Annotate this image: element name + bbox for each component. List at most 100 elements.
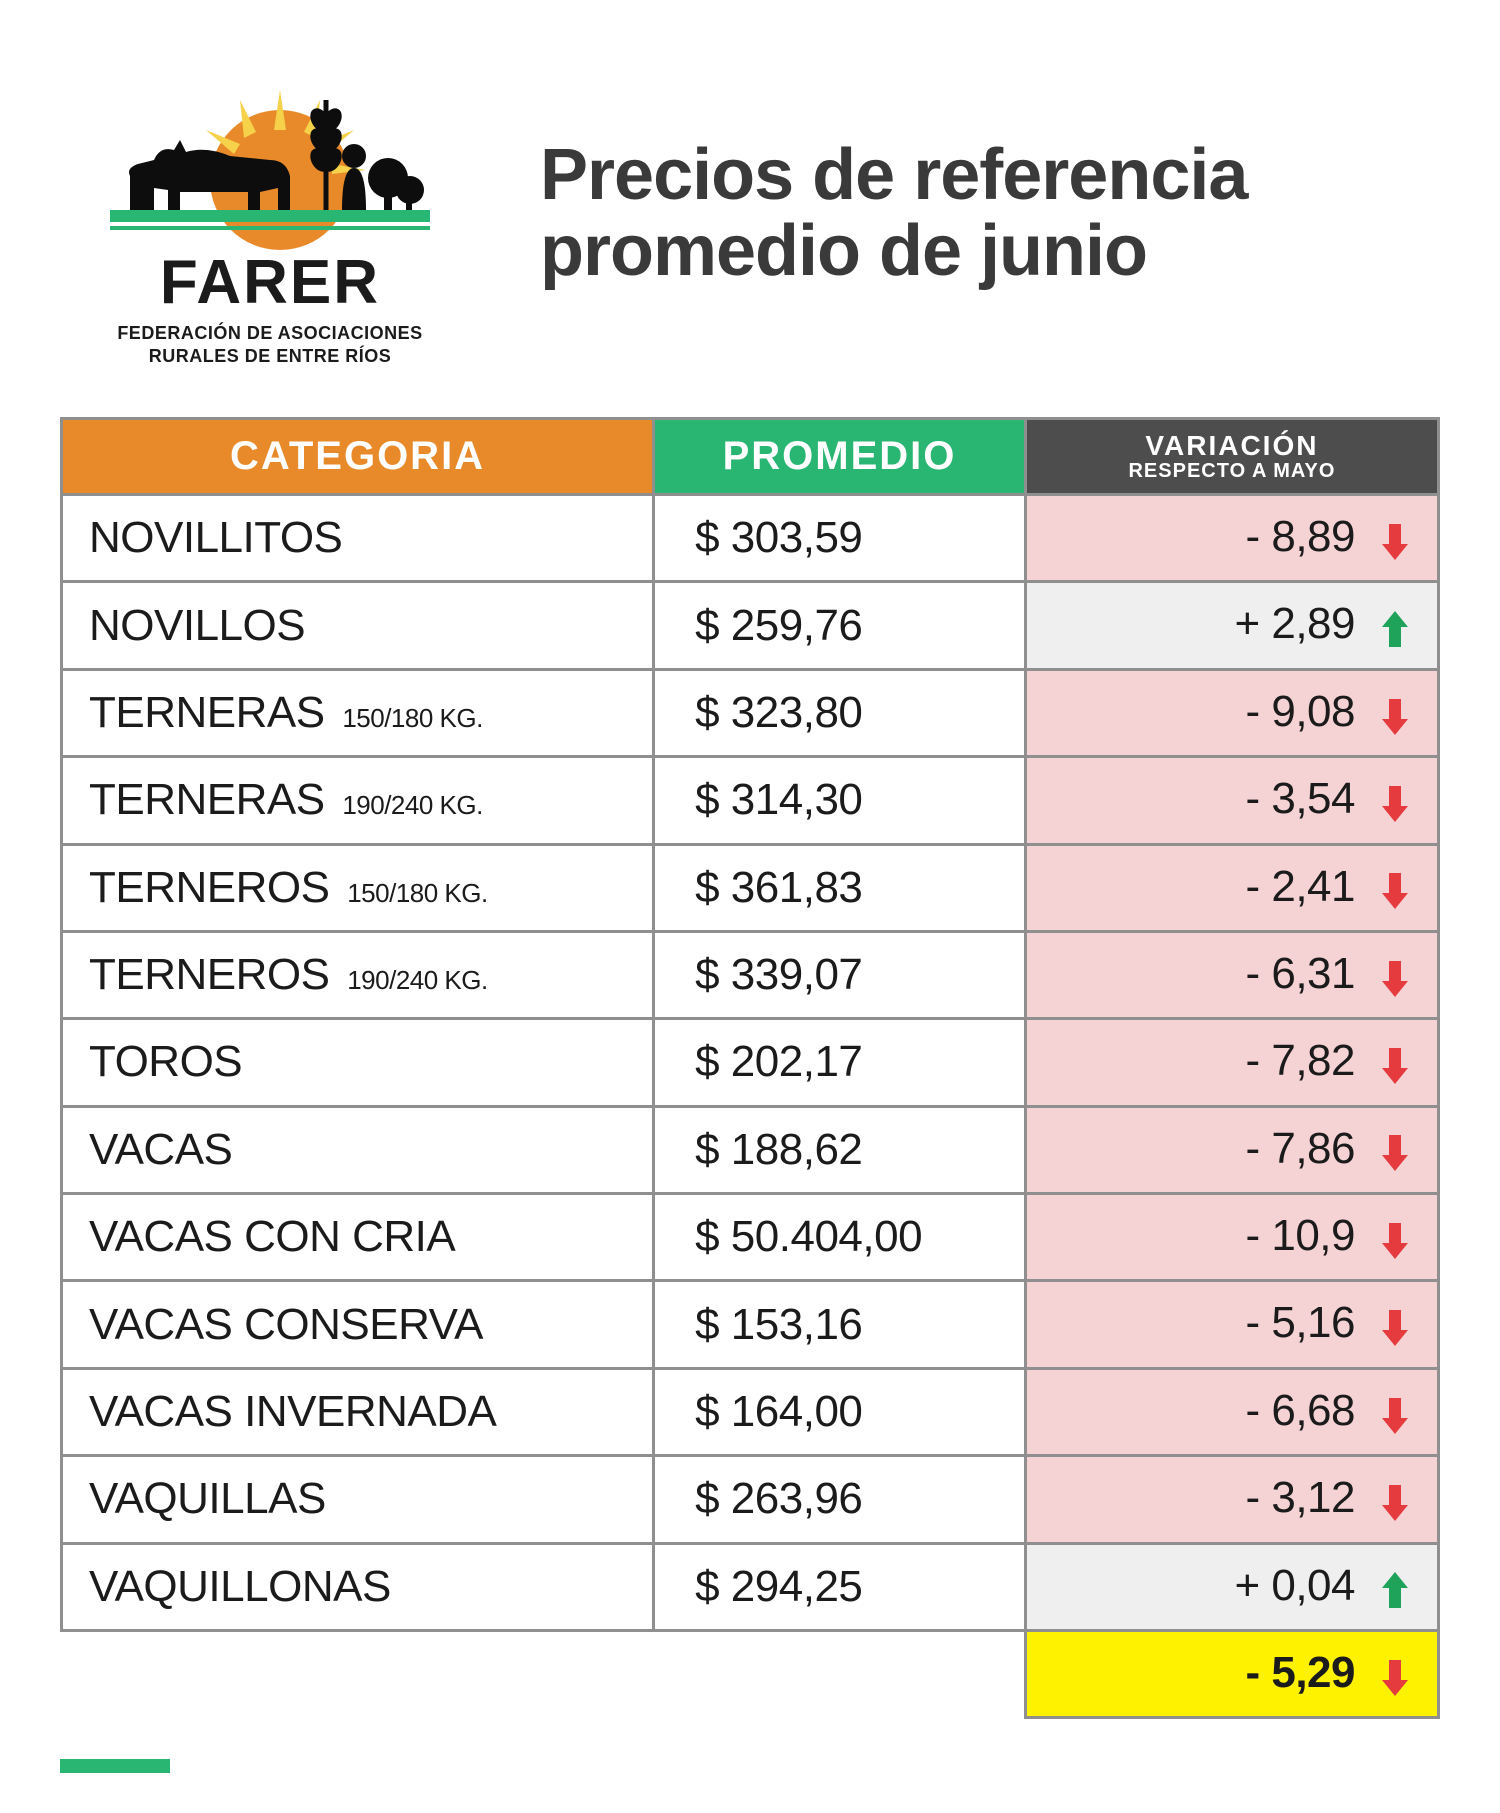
variacion-value: - 9,08 (1185, 687, 1355, 737)
brand-subtitle-2: RURALES DE ENTRE RÍOS (149, 346, 392, 366)
cell-categoria: NOVILLITOS (62, 495, 654, 582)
arrow-down-icon (1373, 1388, 1417, 1438)
title-line-2: promedio de junio (540, 214, 1440, 290)
cell-promedio: $ 339,07 (654, 931, 1026, 1018)
arrow-down-icon (1373, 1039, 1417, 1089)
categoria-label: TERNEROS (89, 950, 329, 999)
cell-variacion: - 9,08 (1025, 669, 1438, 756)
cell-promedio: $ 361,83 (654, 844, 1026, 931)
cell-categoria: VACAS INVERNADA (62, 1368, 654, 1455)
cell-promedio: $ 50.404,00 (654, 1194, 1026, 1281)
cell-variacion: - 6,68 (1025, 1368, 1438, 1455)
cell-categoria: VAQUILLAS (62, 1456, 654, 1543)
arrow-up-icon (1373, 1563, 1417, 1613)
table-row: VACAS CONSERVA $ 153,16 - 5,16 (62, 1281, 1439, 1368)
table-row: TERNEROS 150/180 KG.$ 361,83- 2,41 (62, 844, 1439, 931)
prices-table: CATEGORIA PROMEDIO VARIACIÓN RESPECTO A … (60, 417, 1440, 1719)
cell-promedio: $ 202,17 (654, 1019, 1026, 1106)
categoria-sub: 190/240 KG. (342, 790, 483, 820)
table-body: NOVILLITOS $ 303,59 - 8,89 NOVILLOS $ 259,76… (62, 495, 1439, 1718)
table-row: TOROS $ 202,17 - 7,82 (62, 1019, 1439, 1106)
header-promedio: PROMEDIO (654, 419, 1026, 495)
arrow-down-icon (1373, 777, 1417, 827)
variacion-value: + 0,04 (1185, 1561, 1355, 1611)
cell-categoria: VACAS CONSERVA (62, 1281, 654, 1368)
categoria-label: VAQUILLONAS (89, 1562, 391, 1611)
categoria-label: TOROS (89, 1037, 242, 1086)
table-total-row: - 5,29 (62, 1630, 1439, 1717)
cell-categoria: TERNEROS 190/240 KG. (62, 931, 654, 1018)
table-row: TERNERAS 190/240 KG.$ 314,30- 3,54 (62, 757, 1439, 844)
variacion-value: - 7,86 (1185, 1124, 1355, 1174)
arrow-down-icon (1373, 1213, 1417, 1263)
cell-categoria: TERNERAS 150/180 KG. (62, 669, 654, 756)
total-variacion-value: - 5,29 (1185, 1648, 1355, 1698)
categoria-sub: 190/240 KG. (347, 965, 488, 995)
variacion-value: - 8,89 (1185, 512, 1355, 562)
arrow-up-icon (1373, 602, 1417, 652)
cell-variacion: - 5,16 (1025, 1281, 1438, 1368)
cell-promedio: $ 263,96 (654, 1456, 1026, 1543)
arrow-down-icon (1373, 864, 1417, 914)
cell-promedio: $ 153,16 (654, 1281, 1026, 1368)
cell-variacion: - 3,54 (1025, 757, 1438, 844)
title-line-1: Precios de referencia (540, 138, 1440, 214)
variacion-value: - 3,54 (1185, 774, 1355, 824)
cell-promedio: $ 294,25 (654, 1543, 1026, 1630)
cell-variacion: - 2,41 (1025, 844, 1438, 931)
brand-subtitle-1: FEDERACIÓN DE ASOCIACIONES (117, 323, 422, 343)
categoria-label: VACAS CON CRIA (89, 1212, 455, 1261)
header-variacion: VARIACIÓN RESPECTO A MAYO (1025, 419, 1438, 495)
arrow-down-icon (1373, 1126, 1417, 1176)
variacion-value: - 10,9 (1185, 1211, 1355, 1261)
table-row: VAQUILLONAS $ 294,25 + 0,04 (62, 1543, 1439, 1630)
header-variacion-main: VARIACIÓN (1145, 430, 1318, 461)
cell-categoria: TERNEROS 150/180 KG. (62, 844, 654, 931)
variacion-value: - 5,16 (1185, 1298, 1355, 1348)
categoria-label: TERNERAS (89, 688, 325, 737)
footer-accent-bar (60, 1759, 170, 1773)
arrow-down-icon (1373, 1650, 1417, 1700)
cell-promedio: $ 164,00 (654, 1368, 1026, 1455)
categoria-label: NOVILLITOS (89, 513, 342, 562)
cell-promedio: $ 314,30 (654, 757, 1026, 844)
logo-block: FARER FEDERACIÓN DE ASOCIACIONES RURALES… (60, 60, 480, 367)
cell-categoria: TERNERAS 190/240 KG. (62, 757, 654, 844)
brand-subtitle: FEDERACIÓN DE ASOCIACIONES RURALES DE EN… (60, 322, 480, 367)
categoria-label: VACAS INVERNADA (89, 1387, 496, 1436)
arrow-down-icon (1373, 514, 1417, 564)
header: FARER FEDERACIÓN DE ASOCIACIONES RURALES… (60, 60, 1440, 367)
total-blank-2 (654, 1630, 1026, 1717)
cell-variacion: - 8,89 (1025, 495, 1438, 582)
arrow-down-icon (1373, 1476, 1417, 1526)
categoria-label: VACAS CONSERVA (89, 1300, 483, 1349)
table-row: TERNEROS 190/240 KG.$ 339,07- 6,31 (62, 931, 1439, 1018)
categoria-label: TERNERAS (89, 775, 325, 824)
table-row: VAQUILLAS$ 263,96- 3,12 (62, 1456, 1439, 1543)
table-row: NOVILLOS $ 259,76+ 2,89 (62, 582, 1439, 669)
cell-categoria: NOVILLOS (62, 582, 654, 669)
categoria-label: NOVILLOS (89, 601, 305, 650)
variacion-value: - 7,82 (1185, 1036, 1355, 1086)
cell-promedio: $ 303,59 (654, 495, 1026, 582)
categoria-label: VAQUILLAS (89, 1474, 326, 1523)
cell-promedio: $ 323,80 (654, 669, 1026, 756)
cell-variacion: - 7,86 (1025, 1106, 1438, 1193)
header-variacion-sub: RESPECTO A MAYO (1045, 461, 1419, 482)
cell-categoria: TOROS (62, 1019, 654, 1106)
categoria-label: TERNEROS (89, 863, 329, 912)
cell-categoria: VAQUILLONAS (62, 1543, 654, 1630)
cell-promedio: $ 259,76 (654, 582, 1026, 669)
variacion-value: - 2,41 (1185, 862, 1355, 912)
arrow-down-icon (1373, 689, 1417, 739)
total-blank-1 (62, 1630, 654, 1717)
categoria-label: VACAS (89, 1125, 232, 1174)
table-row: VACAS INVERNADA $ 164,00- 6,68 (62, 1368, 1439, 1455)
cell-variacion: - 6,31 (1025, 931, 1438, 1018)
arrow-down-icon (1373, 951, 1417, 1001)
table-row: NOVILLITOS $ 303,59 - 8,89 (62, 495, 1439, 582)
cell-variacion: + 2,89 (1025, 582, 1438, 669)
table-header-row: CATEGORIA PROMEDIO VARIACIÓN RESPECTO A … (62, 419, 1439, 495)
categoria-sub: 150/180 KG. (347, 878, 488, 908)
cell-variacion: - 10,9 (1025, 1194, 1438, 1281)
